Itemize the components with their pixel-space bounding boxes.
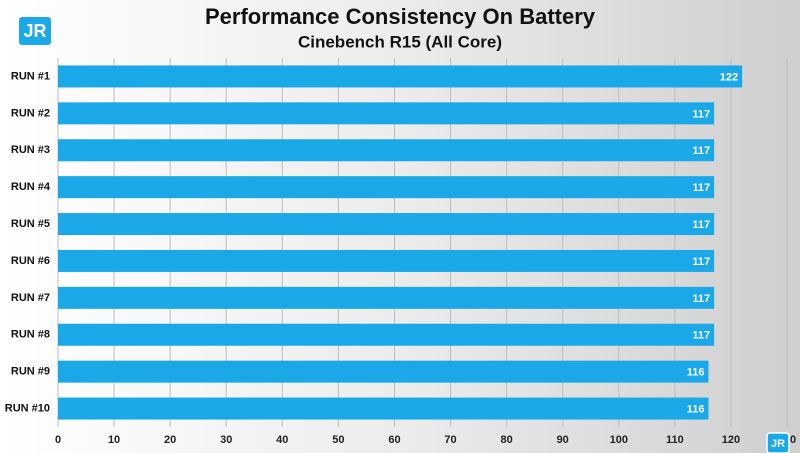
y-tick-label: RUN #9 — [11, 366, 50, 378]
bar — [58, 286, 715, 309]
y-tick-label: RUN #5 — [11, 218, 50, 230]
value-label: 116 — [687, 367, 705, 379]
value-label: 117 — [692, 108, 710, 120]
logo: JR — [17, 15, 53, 47]
bar — [58, 323, 715, 346]
bar — [58, 249, 715, 272]
y-tick-label: RUN #8 — [11, 329, 50, 341]
y-tick-label: RUN #2 — [11, 107, 50, 119]
value-label: 117 — [692, 145, 710, 157]
bar — [58, 213, 715, 236]
logo-text: JR — [771, 438, 785, 450]
bar — [58, 65, 743, 88]
x-tick-label: 70 — [444, 434, 456, 446]
x-tick-label: 0 — [55, 434, 61, 446]
y-tick-label: RUN #1 — [11, 70, 50, 82]
chart-title: Performance Consistency On Battery — [205, 4, 596, 29]
y-tick-label: RUN #6 — [11, 255, 50, 267]
x-tick-label: 30 — [220, 434, 232, 446]
y-tick-label: RUN #10 — [5, 402, 50, 414]
y-tick-label: RUN #4 — [11, 181, 51, 193]
value-label: 117 — [692, 256, 710, 268]
x-tick-label: 20 — [164, 434, 176, 446]
x-tick-label: 60 — [388, 434, 400, 446]
value-label: 117 — [692, 219, 710, 231]
bar — [58, 176, 715, 199]
x-tick-label: 100 — [610, 434, 628, 446]
bar — [58, 397, 709, 420]
x-tick-label: 50 — [332, 434, 344, 446]
value-label: 122 — [720, 71, 738, 83]
value-label: 116 — [687, 403, 705, 415]
value-label: 117 — [692, 182, 710, 194]
x-tick-label: 90 — [557, 434, 569, 446]
y-tick-label: RUN #3 — [11, 144, 50, 156]
bar — [58, 139, 715, 162]
x-tick-label: 110 — [666, 434, 684, 446]
logo-small: JR — [766, 432, 790, 453]
x-tick-label: 80 — [500, 434, 512, 446]
logo-text: JR — [23, 21, 46, 41]
x-tick-label: 10 — [108, 434, 120, 446]
y-tick-label: RUN #7 — [11, 292, 50, 304]
value-label: 117 — [692, 293, 710, 305]
x-tick-label: 40 — [276, 434, 288, 446]
value-label: 117 — [692, 330, 710, 342]
x-tick-label: 120 — [722, 434, 740, 446]
chart-subtitle: Cinebench R15 (All Core) — [298, 32, 502, 51]
bar — [58, 102, 715, 125]
bar — [58, 360, 709, 383]
